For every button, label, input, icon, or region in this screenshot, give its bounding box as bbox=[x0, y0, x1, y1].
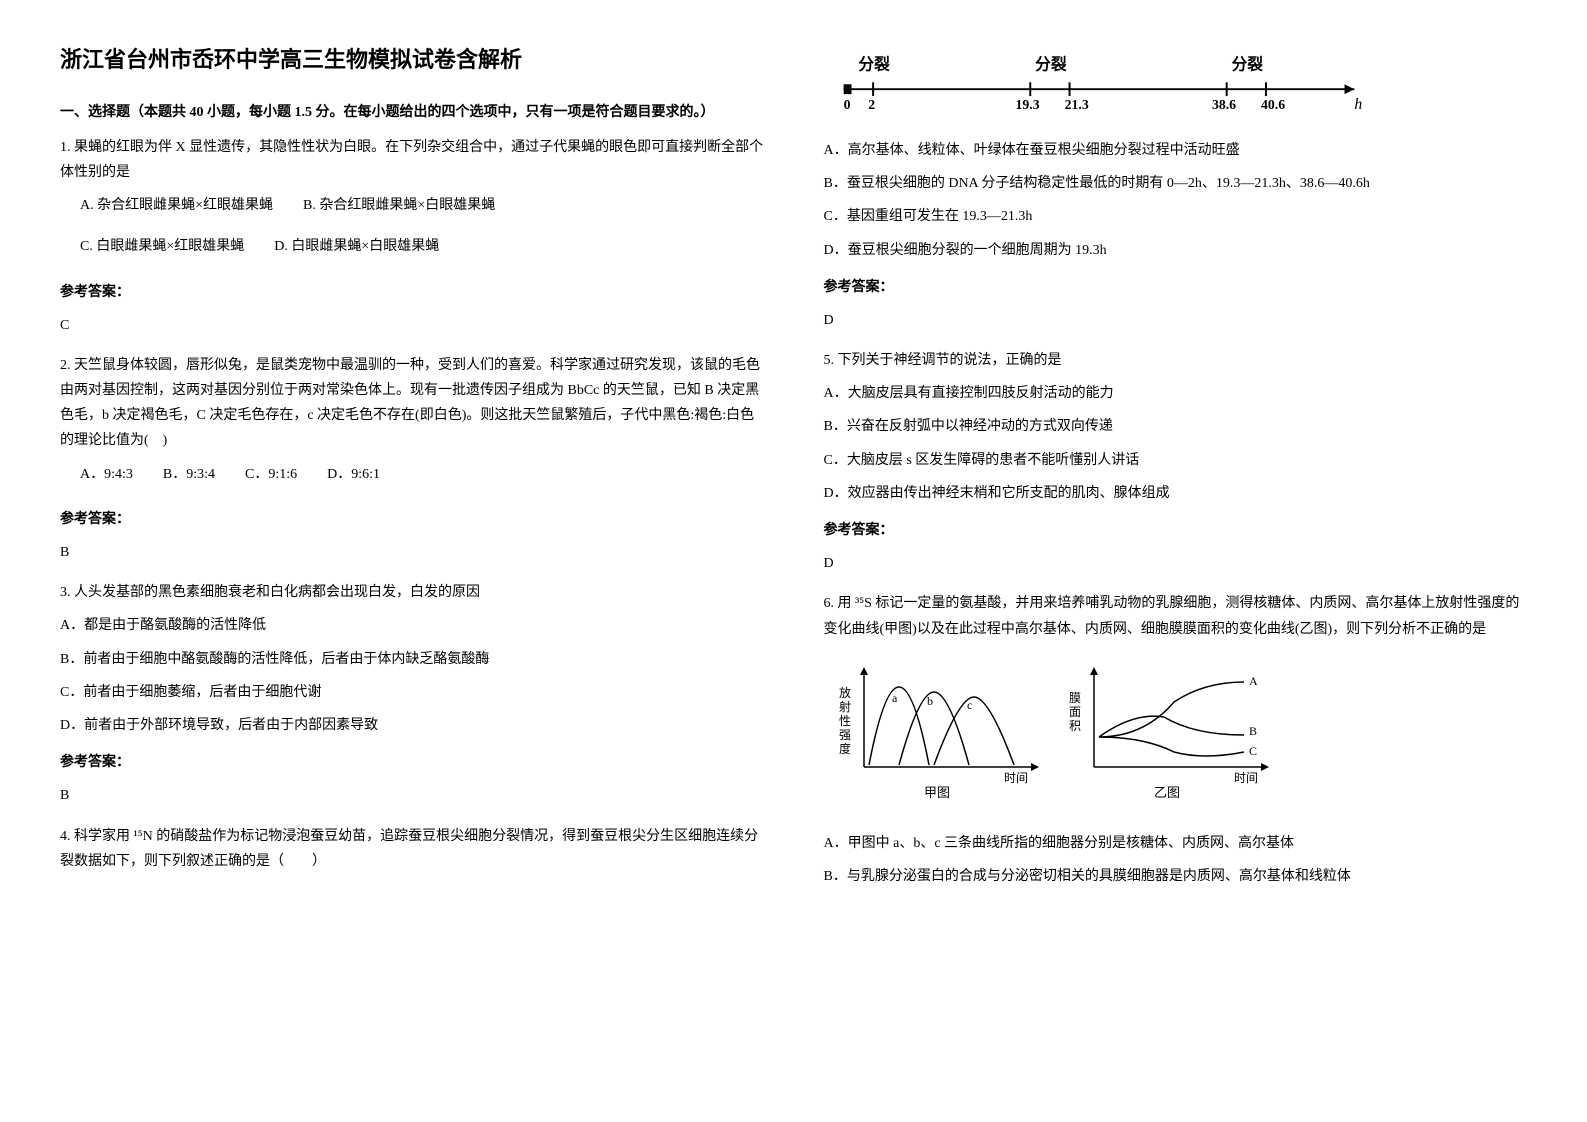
q2-text: 2. 天竺鼠身体较圆，唇形似兔，是鼠类宠物中最温驯的一种，受到人们的喜爱。科学家… bbox=[60, 353, 764, 454]
timeline-x0: 0 bbox=[843, 97, 850, 112]
q2-option-a: A．9:4:3 bbox=[80, 462, 133, 487]
timeline-xlabel: h bbox=[1354, 96, 1362, 113]
timeline-label-1: 分裂 bbox=[858, 55, 890, 74]
q5-text: 5. 下列关于神经调节的说法，正确的是 bbox=[824, 348, 1528, 373]
q6-svg: 放 射 性 强 度 a b c 时间 甲图 bbox=[824, 657, 1304, 807]
q6-text: 6. 用 ³⁵S 标记一定量的氨基酸，并用来培养哺乳动物的乳腺细胞，测得核糖体、… bbox=[824, 591, 1528, 641]
q3-answer-label: 参考答案： bbox=[60, 750, 764, 775]
left-title: 甲图 bbox=[924, 785, 950, 800]
q1-option-d: D. 白眼雌果蝇×白眼雄果蝇 bbox=[274, 234, 439, 259]
q2-option-c: C．9:1:6 bbox=[245, 462, 297, 487]
section-heading: 一、选择题（本题共 40 小题，每小题 1.5 分。在每小题给出的四个选项中，只… bbox=[60, 100, 764, 125]
curve-A-label: A bbox=[1249, 674, 1258, 688]
question-5: 5. 下列关于神经调节的说法，正确的是 A．大脑皮层具有直接控制四肢反射活动的能… bbox=[824, 348, 1528, 576]
left-column: 浙江省台州市岙环中学高三生物模拟试卷含解析 一、选择题（本题共 40 小题，每小… bbox=[60, 40, 764, 901]
timeline-x5: 40.6 bbox=[1261, 97, 1285, 112]
left-ylabel-2: 射 bbox=[839, 699, 851, 714]
q3-option-d: D．前者由于外部环境导致，后者由于内部因素导致 bbox=[60, 713, 764, 738]
left-ylabel-4: 强 bbox=[839, 728, 851, 742]
q4-option-c: C．基因重组可发生在 19.3—21.3h bbox=[824, 204, 1528, 229]
q4-option-a: A．高尔基体、线粒体、叶绿体在蚕豆根尖细胞分裂过程中活动旺盛 bbox=[824, 138, 1528, 163]
question-6: 6. 用 ³⁵S 标记一定量的氨基酸，并用来培养哺乳动物的乳腺细胞，测得核糖体、… bbox=[824, 591, 1528, 889]
question-3: 3. 人头发基部的黑色素细胞衰老和白化病都会出现白发，白发的原因 A．都是由于酪… bbox=[60, 580, 764, 808]
q4-text: 4. 科学家用 ¹⁵N 的硝酸盐作为标记物浸泡蚕豆幼苗，追踪蚕豆根尖细胞分裂情况… bbox=[60, 824, 764, 874]
q1-answer-label: 参考答案： bbox=[60, 280, 764, 305]
right-column: 分裂 分裂 分裂 0 2 19.3 21.3 38.6 40.6 h A．高尔基… bbox=[824, 40, 1528, 901]
left-xlabel: 时间 bbox=[1004, 771, 1028, 785]
right-xlabel: 时间 bbox=[1234, 771, 1258, 785]
q3-option-b: B．前者由于细胞中酪氨酸酶的活性降低，后者由于体内缺乏酪氨酸酶 bbox=[60, 647, 764, 672]
curve-c-label: c bbox=[967, 698, 972, 712]
q4-option-b: B．蚕豆根尖细胞的 DNA 分子结构稳定性最低的时期有 0—2h、19.3—21… bbox=[824, 171, 1528, 196]
timeline-svg: 分裂 分裂 分裂 0 2 19.3 21.3 38.6 40.6 h bbox=[824, 45, 1374, 114]
right-title: 乙图 bbox=[1154, 785, 1180, 800]
q1-option-a: A. 杂合红眼雌果蝇×红眼雄果蝇 bbox=[80, 193, 273, 218]
timeline-x1: 2 bbox=[868, 97, 875, 112]
q4-timeline-diagram: 分裂 分裂 分裂 0 2 19.3 21.3 38.6 40.6 h bbox=[824, 45, 1528, 123]
q3-option-a: A．都是由于酪氨酸酶的活性降低 bbox=[60, 613, 764, 638]
q3-option-c: C．前者由于细胞萎缩，后者由于细胞代谢 bbox=[60, 680, 764, 705]
q6-option-b: B．与乳腺分泌蛋白的合成与分泌密切相关的具膜细胞器是内质网、高尔基体和线粒体 bbox=[824, 864, 1528, 889]
right-ylabel-1: 膜 bbox=[1069, 691, 1081, 705]
page-title: 浙江省台州市岙环中学高三生物模拟试卷含解析 bbox=[60, 40, 764, 80]
right-ylabel-3: 积 bbox=[1069, 719, 1081, 733]
q5-answer: D bbox=[824, 551, 1528, 576]
q1-answer: C bbox=[60, 313, 764, 338]
q6-chart-diagram: 放 射 性 强 度 a b c 时间 甲图 bbox=[824, 657, 1528, 816]
q5-option-c: C．大脑皮层 s 区发生障碍的患者不能听懂别人讲话 bbox=[824, 448, 1528, 473]
q4-answer: D bbox=[824, 308, 1528, 333]
q3-answer: B bbox=[60, 783, 764, 808]
q4-answer-label: 参考答案： bbox=[824, 275, 1528, 300]
left-ylabel-3: 性 bbox=[839, 714, 851, 728]
timeline-label-2: 分裂 bbox=[1035, 55, 1067, 74]
timeline-x4: 38.6 bbox=[1211, 97, 1235, 112]
q2-answer: B bbox=[60, 540, 764, 565]
question-4-text: 4. 科学家用 ¹⁵N 的硝酸盐作为标记物浸泡蚕豆幼苗，追踪蚕豆根尖细胞分裂情况… bbox=[60, 824, 764, 874]
q2-option-b: B．9:3:4 bbox=[163, 462, 215, 487]
right-chart: 膜 面 积 A B C 时间 乙图 bbox=[1069, 667, 1269, 800]
timeline-x3: 21.3 bbox=[1064, 97, 1088, 112]
curve-a-label: a bbox=[892, 691, 898, 705]
q5-option-a: A．大脑皮层具有直接控制四肢反射活动的能力 bbox=[824, 381, 1528, 406]
right-ylabel-2: 面 bbox=[1069, 705, 1081, 719]
question-4-options: A．高尔基体、线粒体、叶绿体在蚕豆根尖细胞分裂过程中活动旺盛 B．蚕豆根尖细胞的… bbox=[824, 138, 1528, 333]
q2-answer-label: 参考答案： bbox=[60, 507, 764, 532]
curve-C-label: C bbox=[1249, 744, 1257, 758]
q5-option-b: B．兴奋在反射弧中以神经冲动的方式双向传递 bbox=[824, 414, 1528, 439]
q5-answer-label: 参考答案： bbox=[824, 518, 1528, 543]
q2-option-d: D．9:6:1 bbox=[327, 462, 380, 487]
q1-text: 1. 果蝇的红眼为伴 X 显性遗传，其隐性性状为白眼。在下列杂交组合中，通过子代… bbox=[60, 135, 764, 185]
timeline-x2: 19.3 bbox=[1015, 97, 1039, 112]
q1-option-c: C. 白眼雌果蝇×红眼雄果蝇 bbox=[80, 234, 244, 259]
q4-option-d: D．蚕豆根尖细胞分裂的一个细胞周期为 19.3h bbox=[824, 238, 1528, 263]
question-2: 2. 天竺鼠身体较圆，唇形似兔，是鼠类宠物中最温驯的一种，受到人们的喜爱。科学家… bbox=[60, 353, 764, 565]
q6-option-a: A．甲图中 a、b、c 三条曲线所指的细胞器分别是核糖体、内质网、高尔基体 bbox=[824, 831, 1528, 856]
q5-option-d: D．效应器由传出神经末梢和它所支配的肌肉、腺体组成 bbox=[824, 481, 1528, 506]
left-chart: 放 射 性 强 度 a b c 时间 甲图 bbox=[839, 667, 1039, 800]
left-ylabel-1: 放 bbox=[839, 685, 851, 700]
curve-b-label: b bbox=[927, 694, 933, 708]
timeline-label-3: 分裂 bbox=[1231, 55, 1263, 74]
left-ylabel-5: 度 bbox=[839, 741, 851, 756]
q1-option-b: B. 杂合红眼雌果蝇×白眼雄果蝇 bbox=[303, 193, 495, 218]
question-1: 1. 果蝇的红眼为伴 X 显性遗传，其隐性性状为白眼。在下列杂交组合中，通过子代… bbox=[60, 135, 764, 338]
q3-text: 3. 人头发基部的黑色素细胞衰老和白化病都会出现白发，白发的原因 bbox=[60, 580, 764, 605]
curve-B-label: B bbox=[1249, 724, 1257, 738]
